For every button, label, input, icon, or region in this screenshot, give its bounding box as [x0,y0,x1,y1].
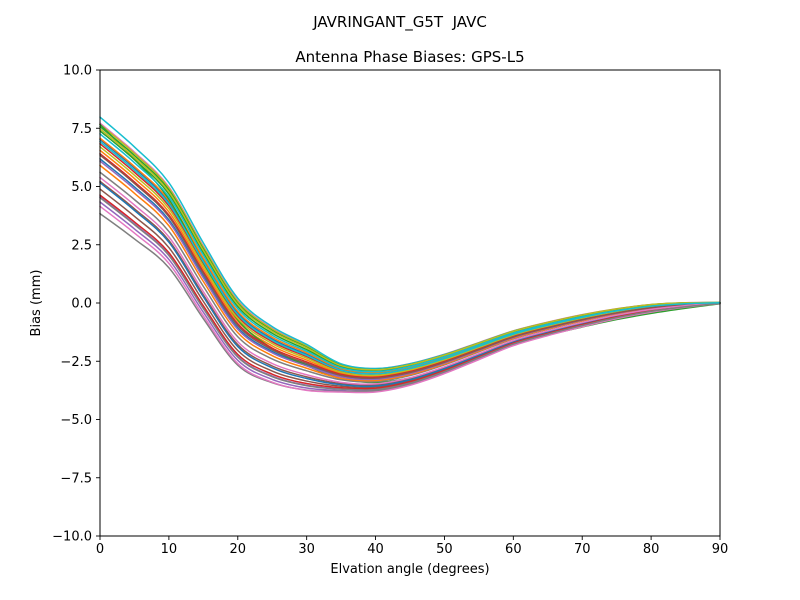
series-line [99,154,721,380]
plot-frame [99,69,721,537]
x-tick-label: 10 [161,542,178,557]
series-line [99,128,721,371]
series-line [99,164,721,382]
x-tick-label: 60 [505,542,522,557]
series-line [99,196,721,391]
x-tick-label: 20 [230,542,247,557]
x-tick-label: 50 [436,542,453,557]
series-line [99,140,721,375]
y-tick-label: 2.5 [71,238,92,253]
y-tick-label: 5.0 [71,180,92,195]
x-axis-label: Elvation angle (degrees) [330,562,489,577]
x-tick-label: 70 [574,542,591,557]
y-tick-label: −2.5 [60,355,92,370]
y-tick-label: 7.5 [71,122,92,137]
series-line [99,176,721,385]
y-axis-ticks: 10.0 7.5 5.0 2.5 0.0 −2.5 −5.0 −7.5 −10.0 [52,64,100,545]
x-tick-label: 80 [643,542,660,557]
figure-suptitle: JAVRINGANT_G5T JAVC [312,13,487,32]
series-line [99,133,721,373]
x-tick-label: 0 [96,542,104,557]
y-axis-label: Bias (mm) [29,270,44,337]
x-tick-label: 90 [712,542,729,557]
series-line [99,180,721,387]
x-tick-label: 30 [298,542,315,557]
y-tick-label: 0.0 [71,297,92,312]
series-lines [99,116,721,394]
y-tick-label: −5.0 [60,413,92,428]
x-axis-ticks: 0 10 20 30 40 50 60 70 80 90 [96,536,728,557]
y-tick-label: −7.5 [60,471,92,486]
y-tick-label: 10.0 [63,64,92,79]
y-tick-label: −10.0 [52,530,92,545]
axes-title: Antenna Phase Biases: GPS-L5 [295,48,524,66]
x-tick-label: 40 [367,542,384,557]
series-line [99,205,721,394]
